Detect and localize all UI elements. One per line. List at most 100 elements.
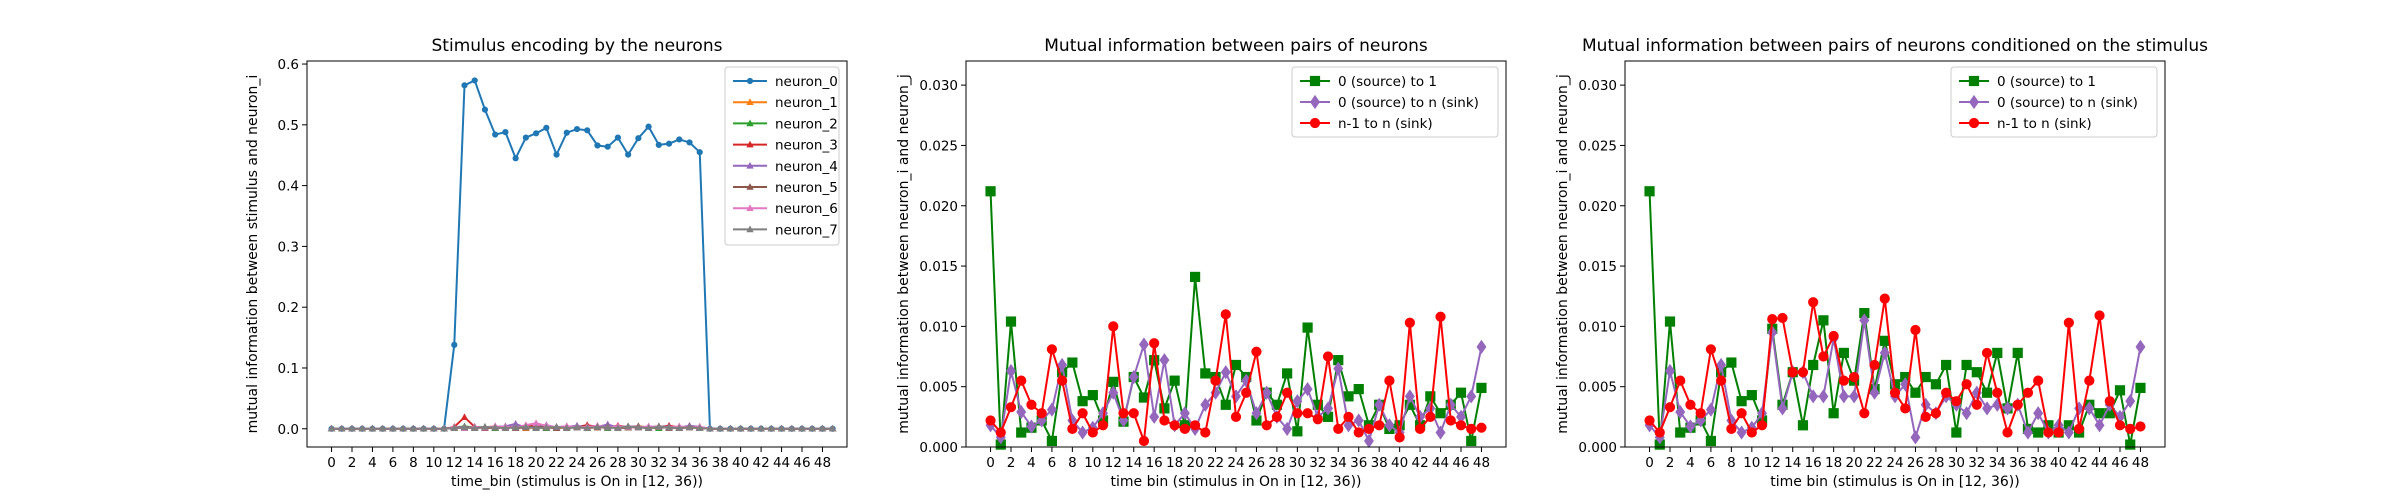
data-point xyxy=(2125,394,2136,409)
x-tick-label: 32 xyxy=(1309,455,1326,471)
legend-swatch-marker xyxy=(746,119,754,127)
legend-entry: 0 (source) to 1 xyxy=(1959,74,2096,90)
chart-panel-2: Mutual information between pairs of neur… xyxy=(896,36,1507,490)
x-tick-label: 10 xyxy=(425,455,442,471)
data-point xyxy=(635,135,642,142)
data-point xyxy=(1910,430,1921,445)
data-point xyxy=(1036,408,1047,419)
data-point xyxy=(1169,420,1180,431)
data-point xyxy=(1675,375,1686,386)
data-point xyxy=(1889,387,1901,398)
x-tick-label: 2 xyxy=(348,455,357,471)
legend: 0 (source) to 1 0 (source) to n (sink) n-1… xyxy=(1950,66,2158,138)
x-tick-label: 22 xyxy=(1207,455,1224,471)
data-point xyxy=(1384,418,1395,433)
data-point xyxy=(1394,432,1405,443)
x-tick-label: 6 xyxy=(1707,455,1716,471)
x-tick-label: 14 xyxy=(1125,455,1142,471)
data-point xyxy=(603,423,612,431)
y-axis-label: mutual information between stimulus and … xyxy=(245,75,261,434)
data-point xyxy=(1654,427,1665,438)
data-point xyxy=(1808,297,1819,308)
chart-panel-3: Mutual information between pairs of neur… xyxy=(1555,36,2208,490)
data-point xyxy=(368,424,377,432)
x-tick-label: 34 xyxy=(1330,455,1347,471)
data-point xyxy=(1920,411,1931,422)
data-point xyxy=(1343,411,1354,422)
data-point xyxy=(1261,420,1272,431)
data-point xyxy=(532,424,540,431)
data-point xyxy=(1006,363,1016,379)
data-point xyxy=(1159,415,1170,426)
legend-swatch-marker xyxy=(746,204,754,211)
data-point xyxy=(1869,385,1880,400)
data-point xyxy=(1716,357,1727,373)
data-point xyxy=(2135,339,2146,354)
data-point xyxy=(584,127,591,134)
data-point xyxy=(1353,413,1364,428)
data-point xyxy=(2114,385,2126,396)
data-point xyxy=(1149,338,1160,349)
x-tick-label: 18 xyxy=(1825,455,1842,471)
data-point xyxy=(2135,421,2146,432)
legend-label: 0 (source) to n (sink) xyxy=(1997,95,2138,111)
data-point xyxy=(1057,375,1068,386)
data-point xyxy=(818,424,827,432)
data-point xyxy=(1282,368,1293,379)
data-point xyxy=(1425,411,1436,422)
data-point xyxy=(1818,389,1829,404)
x-tick-label: 2 xyxy=(1007,455,1016,471)
data-point xyxy=(563,424,571,431)
data-point xyxy=(1404,317,1415,328)
data-point xyxy=(563,129,570,136)
data-point xyxy=(1644,415,1655,426)
data-point xyxy=(1685,399,1696,410)
x-tick-label: 38 xyxy=(2030,455,2047,471)
data-point xyxy=(419,424,428,432)
legend-label: 0 (source) to 1 xyxy=(1338,74,1437,90)
x-tick-label: 24 xyxy=(1227,455,1244,471)
x-tick-label: 34 xyxy=(1989,455,2006,471)
x-tick-label: 24 xyxy=(568,455,585,471)
data-point xyxy=(1097,420,1109,431)
data-point xyxy=(1445,415,1456,426)
data-point xyxy=(1067,357,1078,368)
data-point xyxy=(1179,406,1190,421)
data-point xyxy=(1425,391,1436,402)
x-axis-label: time_bin (stimulus is On in [12, 36)) xyxy=(451,474,703,490)
data-point xyxy=(1189,271,1201,283)
legend-swatch-marker xyxy=(746,98,754,105)
data-point xyxy=(1200,427,1211,438)
legend-label: neuron_5 xyxy=(775,180,838,196)
x-tick-label: 44 xyxy=(773,455,790,471)
y-tick-label: 0.015 xyxy=(919,259,958,275)
data-point xyxy=(1910,387,1921,398)
y-axis-label: mutual information between neuron_i and … xyxy=(1555,74,1571,434)
data-point xyxy=(542,423,551,431)
legend-entry: neuron_5 xyxy=(733,180,838,196)
y-tick-label: 0.1 xyxy=(278,361,299,377)
data-point xyxy=(665,140,673,147)
data-point xyxy=(358,424,366,432)
legend-entry: neuron_3 xyxy=(733,138,838,154)
data-point xyxy=(767,424,776,432)
chart-title: Mutual information between pairs of neur… xyxy=(1044,36,1428,56)
data-point xyxy=(716,424,724,432)
legend-label: neuron_3 xyxy=(775,138,838,154)
data-point xyxy=(1374,397,1385,412)
y-tick-label: 0.005 xyxy=(919,380,958,396)
data-point xyxy=(1705,435,1717,447)
data-point xyxy=(2022,425,2033,440)
x-tick-label: 18 xyxy=(1166,455,1183,471)
data-point xyxy=(644,424,653,431)
data-point xyxy=(1838,389,1849,404)
legend-label: neuron_1 xyxy=(775,95,838,111)
data-point xyxy=(492,131,499,138)
data-point xyxy=(757,424,765,432)
data-point xyxy=(389,424,397,432)
data-point xyxy=(1685,419,1696,434)
data-point xyxy=(1941,359,1952,371)
data-point xyxy=(1302,322,1313,333)
data-point xyxy=(1961,406,1972,421)
data-point xyxy=(409,424,418,432)
